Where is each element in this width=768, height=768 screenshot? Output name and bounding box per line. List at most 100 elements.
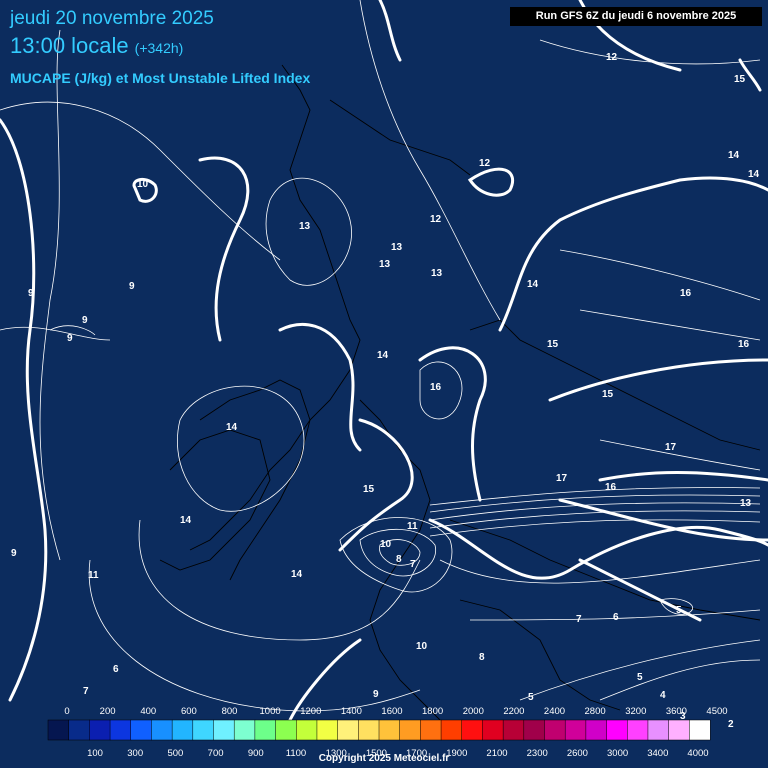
contour-label: 9 [11,548,17,559]
contour-label: 5 [676,605,682,616]
scale-swatch [502,719,525,741]
contour-label: 9 [129,281,135,292]
contour-label: 15 [363,484,375,495]
contour-label: 9 [67,333,73,344]
parameter-title: MUCAPE (J/kg) et Most Unstable Lifted In… [10,70,311,86]
scale-swatch [68,719,90,741]
scale-bottom-label: 3000 [607,748,628,759]
scale-bottom-label: 2600 [567,748,588,759]
scale-bottom-label: 900 [248,748,264,759]
forecast-date: jeudi 20 novembre 2025 [10,8,214,29]
contour-label: 15 [547,339,559,350]
scale-swatch [337,719,359,741]
forecast-offset: (+342h) [134,40,184,56]
scale-top-label: 1800 [422,706,443,717]
contour-label: 14 [748,169,760,180]
contour-label: 4 [660,690,666,701]
scale-bottom-label: 1900 [446,748,467,759]
scale-swatch [544,719,566,741]
contour-label: 14 [226,422,238,433]
scale-top-label: 2400 [544,706,565,717]
scale-swatch [689,719,711,741]
contour-label: 14 [728,150,740,161]
scale-bottom-label: 2100 [486,748,507,759]
scale-swatch [358,719,380,741]
scale-top-label: 1200 [300,706,321,717]
contour-label: 10 [380,539,392,550]
contour-label: 8 [479,652,485,663]
contour-label: 17 [665,442,677,453]
copyright-text: Copyright 2025 Meteociel.fr [318,753,450,764]
scale-swatch [213,719,235,741]
scale-top-label: 200 [100,706,116,717]
scale-top-label: 3200 [625,706,646,717]
scale-bottom-label: 1500 [366,748,387,759]
scale-swatch [668,719,690,741]
contour-label: 7 [410,559,416,570]
scale-bottom-label: 100 [87,748,103,759]
contour-label: 14 [291,569,303,580]
scale-swatch [647,719,670,741]
scale-swatch [254,719,277,741]
contour-label: 11 [407,521,418,532]
forecast-time-text: 13:00 locale [10,33,129,58]
run-info-box: Run GFS 6Z du jeudi 6 novembre 2025 [510,7,762,26]
contour-label: 16 [680,288,692,299]
contour-label: 13 [431,268,443,279]
contour-label: 13 [740,498,752,509]
contour-label: 15 [734,74,746,85]
contour-label: 3 [680,711,686,722]
scale-swatch [440,719,463,741]
contour-label: 14 [180,515,192,526]
color-scale: 0 200 400 600 800 1000 1200 1400 1600 1800 2000 220… [47,706,728,759]
contour-labels: 12 15 14 14 10 12 13 12 13 13 13 9 9 9 9… [11,52,760,730]
contour-label: 12 [430,214,442,225]
contour-label: 17 [556,473,568,484]
contour-label: 9 [82,315,88,326]
contour-label: 9 [373,689,379,700]
scale-swatch [378,719,401,741]
scale-bottom-label: 1300 [326,748,347,759]
scale-swatch [482,719,504,741]
scale-top-label: 1400 [341,706,362,717]
contour-label: 12 [606,52,618,63]
scale-swatch [275,719,297,741]
scale-swatch [109,719,132,741]
scale-swatch [233,719,256,741]
contour-label: 7 [576,614,582,625]
scale-top-label: 2000 [463,706,484,717]
scale-swatch [130,719,152,741]
contour-label: 16 [430,382,442,393]
scale-bottom-label: 1700 [406,748,427,759]
contour-label: 5 [637,672,643,683]
scale-bottom-label: 500 [167,748,183,759]
scale-bottom-label: 3400 [647,748,668,759]
scale-swatch [627,719,649,741]
scale-swatch [151,719,173,741]
contour-label: 9 [28,288,34,299]
contour-label: 14 [527,279,539,290]
scale-top-label: 800 [222,706,238,717]
scale-swatch [316,719,339,741]
contour-label: 13 [379,259,391,270]
scale-bottom-label: 4000 [687,748,708,759]
scale-swatch [420,719,442,741]
contour-label: 6 [613,612,619,623]
scale-swatch [89,719,111,741]
contour-label: 5 [528,692,534,703]
contour-label: 10 [137,179,149,190]
scale-bottom-label: 2300 [527,748,548,759]
contour-label: 8 [396,554,402,565]
scale-swatch [171,719,194,741]
contour-label: 15 [602,389,614,400]
coastlines [159,64,761,721]
contour-label: 7 [83,686,89,697]
contour-label: 14 [377,350,389,361]
scale-swatch [47,719,70,741]
scale-top-label: 2800 [585,706,606,717]
scale-swatch [192,719,215,741]
scale-top-label: 600 [181,706,197,717]
contour-label: 6 [113,664,119,675]
